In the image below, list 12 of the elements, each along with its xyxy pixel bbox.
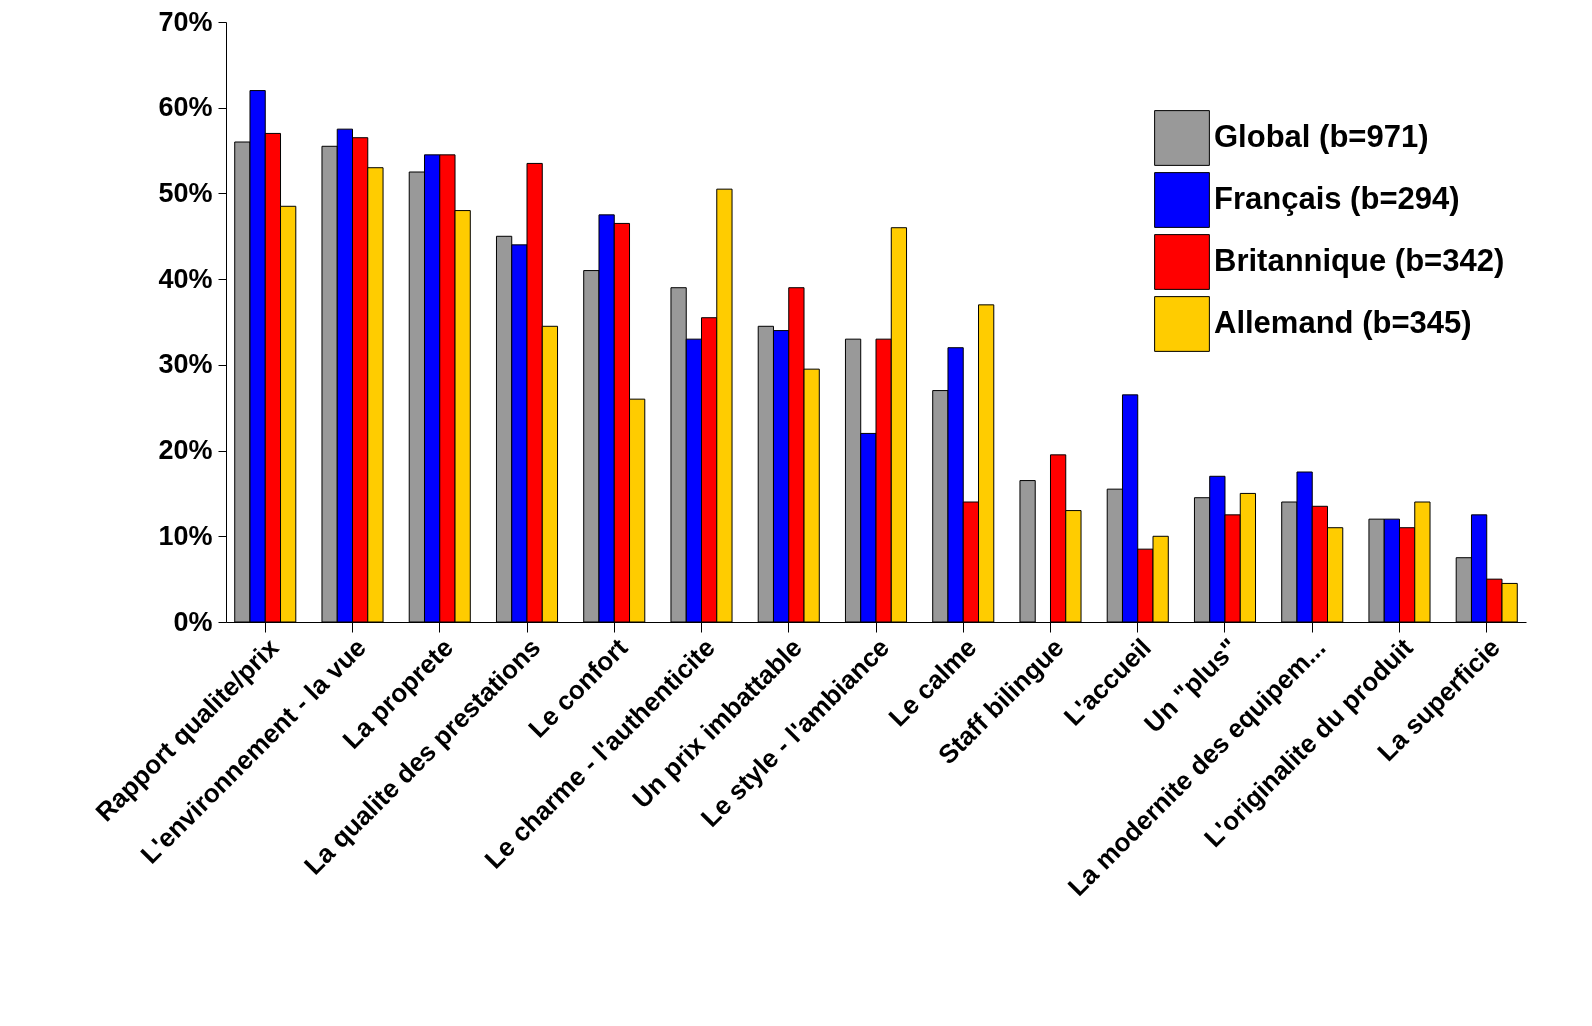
y-tick-label: 30% [158,349,213,380]
legend-label: Britannique (b=342) [1214,243,1505,278]
legend-label: Global (b=971) [1214,119,1429,154]
legend-label: Allemand (b=345) [1214,305,1472,340]
y-tick-label: 40% [158,263,213,294]
y-tick-label: 0% [173,606,213,637]
y-tick-label: 50% [158,177,213,208]
y-tick-label: 60% [158,92,213,123]
y-tick-label: 10% [158,520,213,551]
y-tick-label: 20% [158,435,213,466]
legend-label: Français (b=294) [1214,181,1460,216]
y-tick-label: 70% [158,6,213,37]
